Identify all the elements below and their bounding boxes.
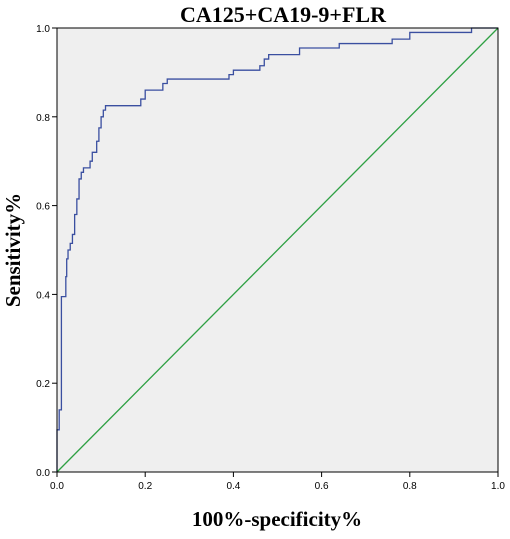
roc-curve xyxy=(56,27,498,472)
x-tick-label: 1.0 xyxy=(491,481,505,492)
y-axis-label: Sensitivity% xyxy=(1,193,25,307)
x-tick-label: 0.2 xyxy=(138,481,152,492)
y-tick-label: 0.0 xyxy=(36,468,50,479)
series-layer xyxy=(56,27,499,473)
plot-frame xyxy=(56,27,499,473)
y-tick-label: 1.0 xyxy=(36,24,50,35)
y-tick-label: 0.4 xyxy=(36,290,50,301)
x-tick-label: 0.4 xyxy=(226,481,240,492)
x-tick-label: 0.6 xyxy=(315,481,329,492)
x-axis-label: 100%-specificity% xyxy=(192,507,362,531)
reference-line xyxy=(56,27,499,473)
y-tick-label: 0.8 xyxy=(36,113,50,124)
y-tick-label: 0.2 xyxy=(36,379,50,390)
y-tick-label: 0.6 xyxy=(36,202,50,213)
chart-title: CA125+CA19-9+FLR xyxy=(180,2,387,27)
axis-ticks: 0.0 0.2 0.4 0.6 0.8 1.0 0.0 0.2 0.4 0.6 0.8 1.0 xyxy=(36,24,505,492)
x-tick-label: 0.0 xyxy=(50,481,64,492)
x-tick-label: 0.8 xyxy=(403,481,417,492)
